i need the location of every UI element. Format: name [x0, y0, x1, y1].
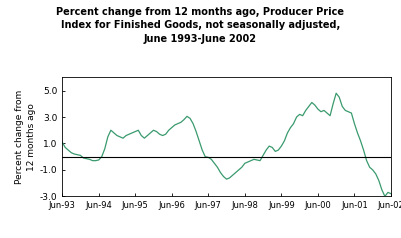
Text: Percent change from 12 months ago, Producer Price
Index for Finished Goods, not : Percent change from 12 months ago, Produ… — [57, 7, 344, 44]
Y-axis label: Percent change from
12 months ago: Percent change from 12 months ago — [15, 90, 36, 184]
